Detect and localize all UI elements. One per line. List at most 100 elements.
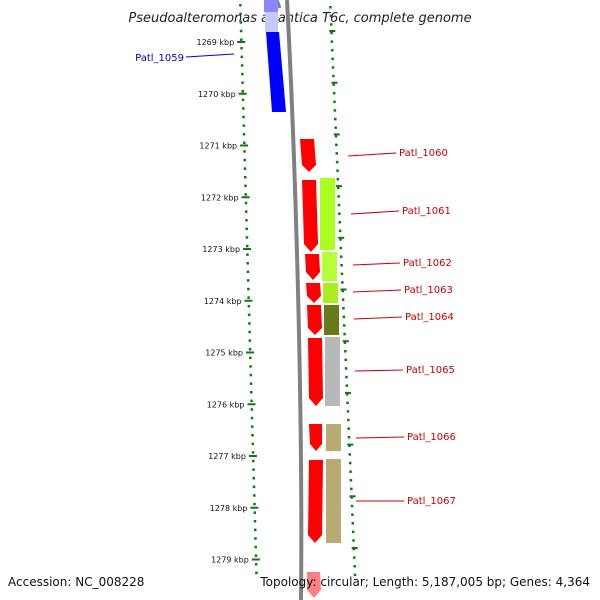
ruler-dot (246, 279, 250, 282)
leader-patl-1066 (355, 436, 405, 439)
ruler-dot (336, 169, 339, 172)
ruler-dot (247, 287, 250, 291)
ruler-dot (252, 459, 255, 463)
gene-label-patl-1063[interactable]: Patl_1063 (404, 285, 453, 296)
ruler-dot (247, 296, 250, 299)
ruler-dot (242, 115, 245, 119)
ruler-dot (240, 55, 244, 59)
cds-arrow-patl-1061[interactable] (302, 180, 318, 252)
kbp-tick (247, 403, 256, 406)
gene-label-patl-1065[interactable]: Patl_1065 (406, 365, 455, 376)
ruler-dot (339, 246, 343, 250)
ruler-dot (245, 219, 248, 222)
ruler-dot (335, 160, 339, 164)
ruler-dot (329, 23, 333, 26)
ruler-dot (329, 14, 333, 18)
gene-label-patl-1064[interactable]: Patl_1064 (405, 312, 454, 323)
ruler-dot (337, 195, 340, 198)
gene-label-patl-1067[interactable]: Patl_1067 (407, 496, 456, 507)
ruler-dot (245, 244, 249, 248)
ruler-dot (341, 298, 345, 301)
ruler-dot (248, 339, 252, 342)
cds-arrow-patl-1064[interactable] (307, 305, 322, 335)
ruler-dot (243, 167, 247, 170)
ruler-dot (345, 384, 349, 387)
ruler-dot (240, 38, 243, 41)
ruler-dot (338, 221, 341, 224)
cds-arrow-patl-1063[interactable] (306, 283, 321, 303)
gene-box-patl-1062[interactable] (322, 252, 337, 281)
gene-label-patl-1060[interactable]: Patl_1060 (399, 148, 448, 159)
gene-box-patl-1065[interactable] (325, 337, 340, 406)
ruler-minor-tick (344, 391, 351, 394)
gene-box-patl-1061[interactable] (320, 178, 335, 250)
kbp-tick-label: 1279 kbp (211, 556, 249, 565)
kbp-tick-label: 1272 kbp (201, 193, 239, 202)
ruler-dot (243, 150, 246, 153)
ruler-dot (336, 186, 340, 190)
ruler-dot (351, 522, 355, 525)
ruler-dot (353, 565, 356, 568)
ruler-dot (350, 496, 353, 499)
cds-arrow-patl-1065[interactable] (308, 338, 323, 406)
kbp-tick (251, 558, 260, 561)
gene-feature-patl-1059[interactable] (264, 0, 278, 12)
cds-arrow-patl-1067[interactable] (308, 460, 323, 543)
ruler-dot (241, 90, 245, 93)
ruler-dot (243, 158, 246, 162)
genome-backbone (285, 0, 304, 600)
ruler-dot (254, 537, 257, 540)
leader-patl-1063 (352, 289, 402, 293)
gene-box-patl-1064[interactable] (324, 305, 339, 335)
ruler-dot (242, 133, 246, 136)
ruler-dot (254, 545, 257, 549)
ruler-dot (349, 479, 353, 482)
ruler-dot (347, 427, 350, 430)
ruler-dot (239, 21, 243, 24)
leader-patl-1061 (350, 210, 400, 215)
gene-label-patl-1059[interactable]: Patl_1059 (135, 53, 184, 64)
ruler-dot (246, 270, 250, 274)
ruler-minor-tick (338, 236, 345, 239)
ruler-dot (348, 461, 352, 465)
ruler-dot (330, 40, 334, 43)
ruler-dot (252, 477, 256, 480)
gene-feature-patl-1059[interactable] (266, 32, 286, 112)
ruler-dot (336, 178, 340, 181)
ruler-dot (252, 485, 256, 489)
gene-box-patl-1066[interactable] (326, 424, 341, 451)
ruler-dot (347, 436, 351, 439)
ruler-dot (353, 556, 356, 559)
ruler-dot (329, 6, 332, 9)
ruler-dot (253, 511, 256, 514)
ruler-dot (249, 373, 253, 377)
cds-arrow-patl-1066[interactable] (309, 424, 322, 451)
gene-box-patl-1063[interactable] (323, 283, 338, 303)
ruler-dot (243, 141, 246, 145)
kbp-tick-label: 1275 kbp (205, 349, 243, 358)
ruler-dot (332, 92, 336, 95)
kbp-tick (241, 196, 250, 199)
cds-arrow-patl-1060[interactable] (300, 139, 316, 172)
kbp-tick-label: 1271 kbp (199, 142, 237, 151)
cds-arrow-patl-1062[interactable] (305, 254, 320, 280)
gene-label-patl-1062[interactable]: Patl_1062 (403, 258, 452, 269)
ruler-dot (339, 238, 342, 241)
ruler-minor-tick (329, 30, 336, 32)
cds-arrow-next[interactable] (307, 572, 321, 598)
ruler-dot (349, 470, 352, 473)
leader-patl-1060 (347, 152, 397, 157)
gene-label-patl-1066[interactable]: Patl_1066 (407, 432, 456, 443)
kbp-tick (237, 41, 246, 43)
ruler-dot (244, 210, 248, 213)
gene-feature-patl-1059[interactable] (265, 12, 278, 32)
gene-label-patl-1061[interactable]: Patl_1061 (402, 206, 451, 217)
leader-patl-1059 (185, 53, 235, 58)
ruler-dot (352, 547, 356, 551)
ruler-dot (250, 408, 254, 411)
ruler-dot (341, 289, 344, 293)
ruler-dot (341, 281, 344, 284)
ruler-dot (249, 382, 253, 385)
gene-box-patl-1067[interactable] (326, 459, 341, 543)
